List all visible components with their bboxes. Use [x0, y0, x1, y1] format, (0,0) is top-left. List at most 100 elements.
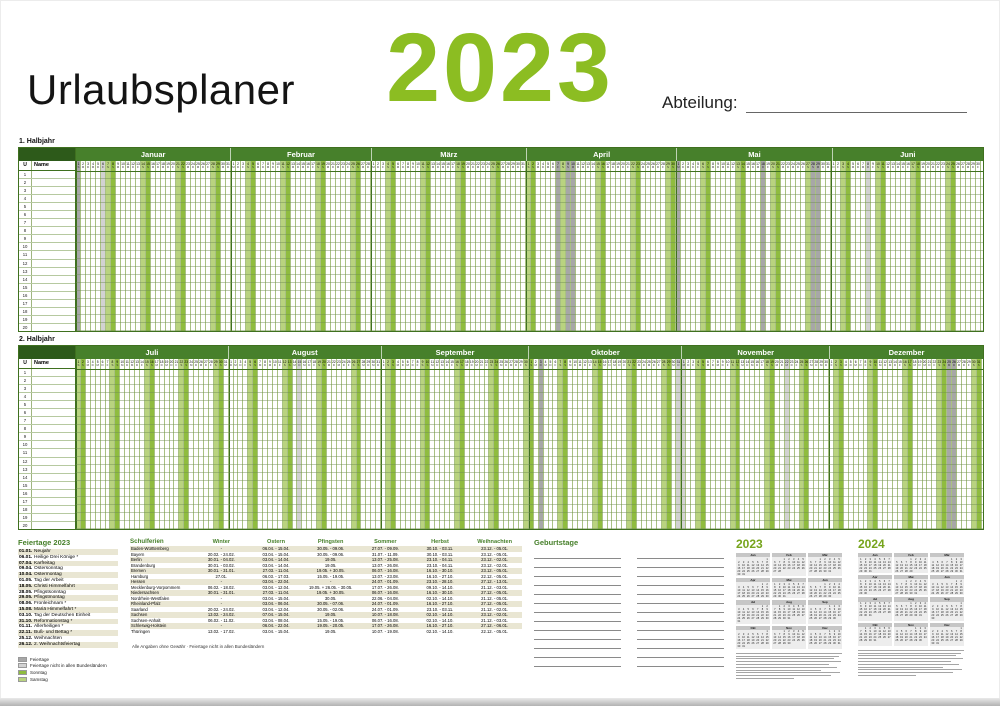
name-cell[interactable]	[32, 401, 75, 408]
birthday-line[interactable]	[534, 640, 621, 649]
mini-day: 13	[801, 608, 805, 612]
mini-day: 19	[751, 566, 755, 570]
grid-row: 3	[19, 187, 75, 196]
name-cell[interactable]	[32, 251, 75, 258]
name-cell[interactable]	[32, 433, 75, 440]
name-cell[interactable]	[32, 425, 75, 432]
day-number: 20	[775, 359, 779, 364]
name-cell[interactable]	[32, 441, 75, 448]
name-cell[interactable]	[32, 490, 75, 497]
birthday-line[interactable]	[534, 604, 621, 613]
day-number: 29	[966, 359, 971, 364]
birthday-line[interactable]	[534, 559, 621, 568]
name-cell[interactable]	[32, 179, 75, 186]
name-cell[interactable]	[32, 409, 75, 416]
birthday-line[interactable]	[637, 586, 724, 595]
name-cell[interactable]	[32, 466, 75, 473]
name-cell[interactable]	[32, 187, 75, 194]
weekday-initial: S	[943, 363, 946, 368]
birthday-line[interactable]	[534, 568, 621, 577]
row-number: 7	[19, 417, 32, 425]
birthday-line[interactable]	[534, 658, 621, 667]
mini-day: 5	[936, 560, 939, 564]
mini-day: 25	[796, 566, 800, 570]
name-cell[interactable]	[32, 308, 75, 315]
day-number: 23	[786, 161, 790, 166]
name-cell[interactable]	[32, 458, 75, 465]
name-cell[interactable]	[32, 284, 75, 291]
birthday-line[interactable]	[637, 622, 724, 631]
name-cell[interactable]	[32, 260, 75, 267]
birthday-line[interactable]	[534, 577, 621, 586]
day-number: 16	[306, 161, 310, 166]
birthday-line[interactable]	[637, 613, 724, 622]
name-cell[interactable]	[32, 171, 75, 178]
day-number: 20	[622, 359, 627, 364]
name-cell[interactable]	[32, 474, 75, 481]
name-cell[interactable]	[32, 300, 75, 307]
name-cell[interactable]	[32, 417, 75, 424]
birthday-line[interactable]	[637, 640, 724, 649]
name-cell[interactable]	[32, 393, 75, 400]
name-cell[interactable]	[32, 243, 75, 250]
name-cell[interactable]	[32, 268, 75, 275]
day-number: 26	[956, 161, 960, 166]
mini-day: 22	[904, 588, 908, 592]
name-cell[interactable]	[32, 449, 75, 456]
name-cell[interactable]	[32, 276, 75, 283]
mini-day: 24	[959, 566, 963, 570]
birthday-line[interactable]	[637, 595, 724, 604]
weekday-initial: S	[877, 165, 879, 170]
row-number: 13	[19, 267, 32, 275]
name-cell[interactable]	[32, 377, 75, 384]
mini-day: 5	[802, 630, 804, 634]
birthday-line[interactable]	[534, 631, 621, 640]
birthday-line[interactable]	[534, 613, 621, 622]
name-cell[interactable]	[32, 385, 75, 392]
name-cell[interactable]	[32, 195, 75, 202]
birthday-line[interactable]	[637, 559, 724, 568]
name-cell[interactable]	[32, 482, 75, 489]
name-cell[interactable]	[32, 498, 75, 505]
birthday-line[interactable]	[534, 622, 621, 631]
name-cell[interactable]	[32, 235, 75, 242]
name-cell[interactable]	[32, 316, 75, 323]
birthday-line[interactable]	[637, 631, 724, 640]
name-cell[interactable]	[32, 324, 75, 331]
name-cell[interactable]	[32, 211, 75, 218]
mini-day: 28	[760, 642, 764, 646]
mini-day: 31	[868, 569, 872, 573]
birthday-line[interactable]	[534, 550, 621, 559]
day-number: 10	[120, 359, 125, 364]
name-cell[interactable]	[32, 369, 75, 376]
name-cell[interactable]	[32, 219, 75, 226]
mini-day: 12	[746, 588, 750, 592]
holiday-date: 09.04.	[19, 566, 33, 572]
day-number: 3	[537, 161, 539, 166]
birthday-line[interactable]	[637, 577, 724, 586]
day-number: 22	[179, 359, 184, 364]
abteilung-blank-line[interactable]	[745, 92, 967, 113]
name-cell[interactable]	[32, 203, 75, 210]
mini-day: 6	[802, 605, 804, 609]
mini-day: 23	[909, 588, 913, 592]
name-cell[interactable]	[32, 292, 75, 299]
birthday-line[interactable]	[637, 649, 724, 658]
name-cell[interactable]	[32, 506, 75, 513]
mini-day: 11	[797, 560, 800, 564]
row-number: 10	[19, 441, 32, 449]
birthday-line[interactable]	[534, 586, 621, 595]
weekday-initial: S	[254, 363, 257, 368]
birthday-line[interactable]	[637, 550, 724, 559]
birthday-line[interactable]	[637, 658, 724, 667]
mini-day: 15	[823, 588, 827, 592]
birthday-line[interactable]	[534, 595, 621, 604]
name-cell[interactable]	[32, 227, 75, 234]
birthday-line[interactable]	[637, 568, 724, 577]
mini-day: 23	[914, 566, 918, 570]
birthday-line[interactable]	[534, 649, 621, 658]
name-cell[interactable]	[32, 514, 75, 521]
name-cell[interactable]	[32, 522, 75, 529]
birthday-line[interactable]	[637, 604, 724, 613]
